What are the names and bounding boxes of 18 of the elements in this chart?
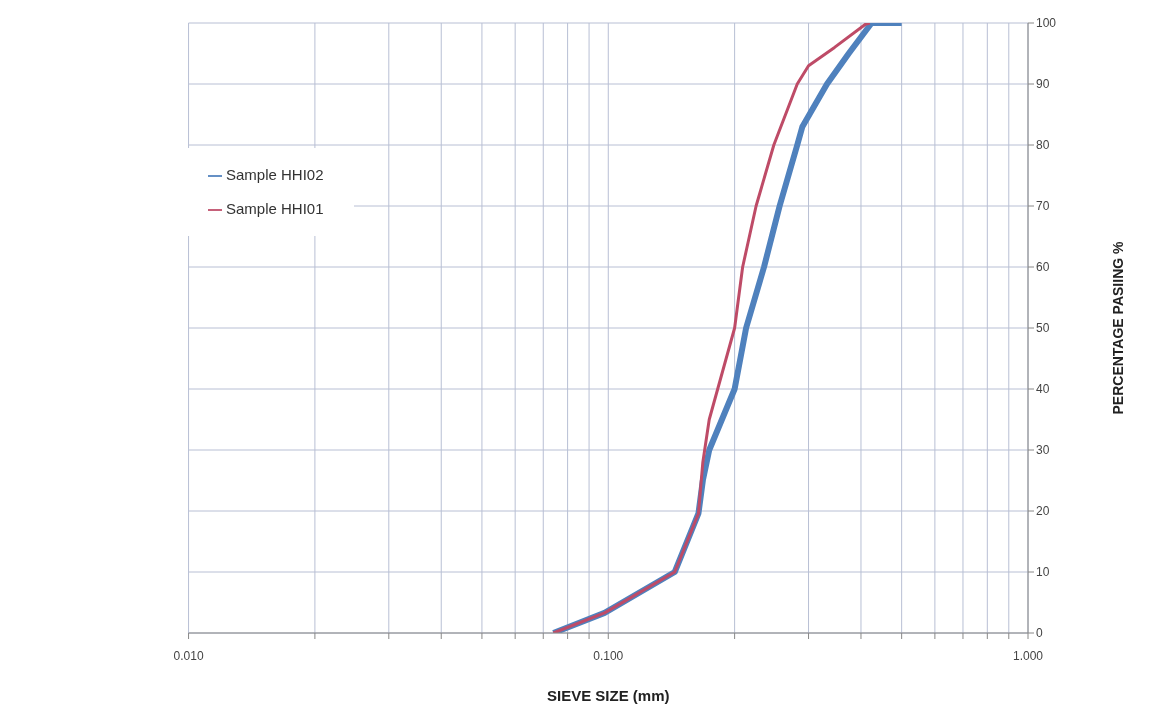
y-tick-label: 80: [1036, 138, 1050, 153]
y-tick-label: 10: [1036, 565, 1050, 580]
y-tick-label: 90: [1036, 77, 1050, 92]
x-axis-title: SIEVE SIZE (mm): [547, 687, 670, 704]
y-tick-label: 20: [1036, 504, 1050, 519]
y-tick-label: 70: [1036, 199, 1050, 214]
y-tick-label: 40: [1036, 382, 1050, 397]
y-axis-title: PERCENTAGE PASIING %: [1109, 240, 1126, 415]
legend-label: Sample HHI01: [226, 200, 324, 217]
y-tick-label: 30: [1036, 443, 1050, 458]
x-tick-label: 1.000: [1012, 648, 1044, 663]
x-tick-label: 0.100: [593, 648, 624, 663]
y-tick-label: 60: [1036, 260, 1050, 275]
legend-label: Sample HHI02: [226, 166, 324, 183]
x-tick-label: 0.010: [173, 648, 204, 663]
y-tick-label: 50: [1036, 321, 1050, 336]
y-tick-label: 100: [1036, 16, 1057, 31]
y-tick-label: 0: [1036, 626, 1043, 641]
